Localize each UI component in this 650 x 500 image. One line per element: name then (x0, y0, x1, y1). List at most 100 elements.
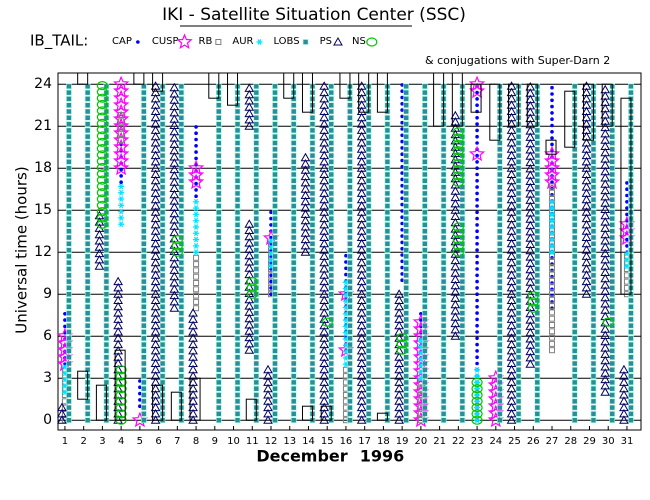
filled-square (403, 297, 409, 304)
filled-square (159, 366, 166, 373)
filled-square (497, 152, 503, 159)
filled-square (253, 392, 260, 398)
triangle (169, 227, 180, 237)
filled-square (571, 241, 578, 247)
filled-square (347, 215, 353, 222)
filled-square (290, 178, 297, 184)
filled-square (403, 385, 409, 392)
legend-label: LOBS (273, 36, 299, 47)
square (118, 112, 125, 118)
triangle (356, 156, 367, 166)
interval (619, 364, 629, 424)
filled-square (272, 190, 278, 197)
filled-square (141, 121, 147, 127)
triangle (581, 112, 592, 122)
triangle (244, 307, 255, 316)
triangle (450, 299, 461, 309)
dot (344, 266, 348, 271)
triangle (150, 396, 161, 405)
dot (269, 279, 273, 284)
triangle (450, 116, 461, 126)
filled-square (365, 266, 372, 272)
filled-square (384, 234, 391, 241)
filled-square (178, 127, 185, 134)
filled-square (403, 303, 409, 310)
triangle (319, 377, 330, 386)
filled-square (609, 398, 616, 405)
filled-square (103, 241, 110, 247)
asterisk-arm (475, 373, 480, 380)
filled-square (515, 190, 522, 197)
filled-square (328, 196, 335, 203)
triangle (394, 295, 405, 304)
asterisk-arm (62, 389, 67, 396)
circle (452, 171, 464, 181)
x-tick-label: 19 (396, 436, 409, 447)
square (549, 340, 556, 347)
dot (400, 95, 404, 100)
filled-square (178, 165, 185, 171)
filled-square (66, 411, 72, 417)
star (113, 117, 130, 134)
filled-square (272, 222, 278, 228)
triangle (169, 88, 180, 98)
triangle (188, 345, 198, 355)
dot (269, 216, 273, 221)
triangle (300, 209, 311, 218)
filled-square (309, 222, 316, 228)
filled-square (347, 310, 353, 316)
filled-square (328, 253, 335, 260)
triangle (450, 293, 461, 302)
filled-square (290, 203, 297, 209)
filled-square (609, 241, 616, 247)
triangle (600, 374, 611, 384)
filled-square (459, 297, 466, 304)
interval (358, 72, 370, 113)
triangle (581, 144, 592, 153)
filled-square (159, 209, 166, 216)
filled-square (347, 348, 353, 354)
dot (269, 286, 273, 290)
asterisk-arm (343, 279, 349, 286)
triangle (188, 377, 198, 386)
dot (475, 179, 479, 183)
filled-square (328, 385, 335, 392)
conjugation-box (320, 405, 332, 421)
filled-square (365, 379, 372, 386)
filled-square (216, 329, 222, 335)
triangle (394, 289, 405, 298)
filled-square (422, 96, 428, 102)
triangle (394, 352, 405, 361)
triangle (600, 336, 611, 346)
filled-square (290, 133, 297, 140)
asterisk-arm (119, 202, 124, 209)
asterisk-arm (343, 291, 349, 298)
filled-square (590, 341, 597, 348)
filled-square (365, 411, 372, 417)
filled-square (290, 209, 297, 216)
dot (269, 273, 273, 278)
filled-square (234, 379, 241, 386)
filled-square (403, 83, 409, 90)
filled-square (515, 215, 522, 222)
triangle (319, 396, 330, 405)
interval (103, 83, 110, 424)
filled-square (103, 354, 110, 361)
dot (63, 324, 67, 329)
filled-square (328, 171, 335, 178)
filled-square (290, 404, 297, 411)
triangle (525, 144, 536, 154)
filled-square (66, 184, 72, 190)
filled-square (403, 209, 409, 216)
filled-square (216, 322, 222, 329)
interval (497, 83, 503, 424)
triangle (319, 81, 330, 90)
y-tick-label: 6 (43, 328, 52, 344)
triangle (319, 219, 330, 229)
filled-square (571, 411, 578, 417)
filled-square (141, 272, 147, 279)
filled-square (141, 259, 147, 266)
triangle (150, 251, 161, 260)
filled-square (422, 373, 428, 379)
